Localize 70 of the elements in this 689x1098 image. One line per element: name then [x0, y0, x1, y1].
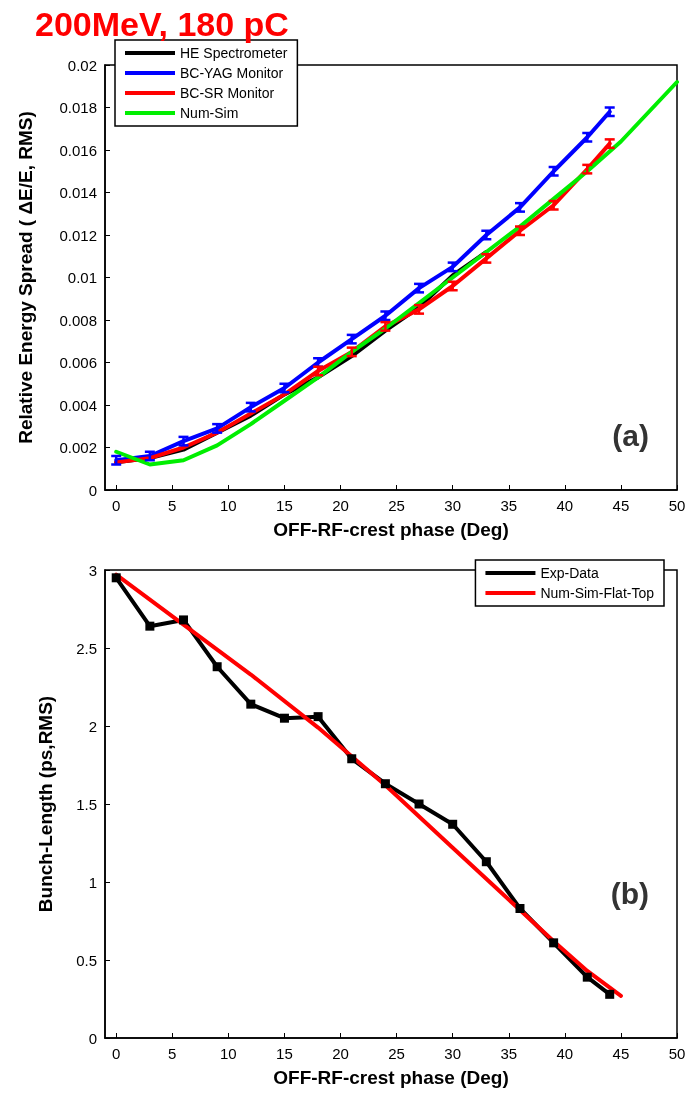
legend-label: HE Spectrometer — [180, 45, 288, 61]
y-tick-label: 3 — [88, 561, 97, 579]
x-tick-label: 15 — [276, 1045, 293, 1062]
annotation: (b) — [610, 876, 650, 910]
x-tick-label: 30 — [444, 1045, 462, 1062]
x-tick-label: 0 — [112, 497, 121, 514]
x-tick-label: 0 — [112, 1045, 121, 1062]
y-tick-label: 2 — [88, 717, 97, 735]
y-tick-label: 0.02 — [67, 56, 97, 74]
legend-label: Exp-Data — [540, 565, 600, 581]
point — [347, 754, 357, 764]
x-tick-label: 40 — [556, 497, 574, 514]
y-tick-label: 0.014 — [59, 184, 97, 201]
x-tick-label: 20 — [332, 1045, 349, 1062]
legend-label: BC-YAG Monitor — [180, 65, 284, 81]
point — [605, 989, 615, 999]
y-tick-label: 1.5 — [76, 795, 97, 813]
point — [313, 712, 323, 722]
x-tick-label: 15 — [276, 497, 293, 514]
x-tick-label: 5 — [168, 1045, 177, 1062]
point — [279, 713, 289, 723]
x-tick-label: 45 — [612, 1045, 630, 1062]
x-tick-label: 50 — [668, 1045, 686, 1062]
legend-label: BC-SR Monitor — [180, 85, 275, 101]
point — [481, 857, 491, 867]
point — [246, 699, 256, 709]
y-tick-label: 0.018 — [59, 99, 97, 116]
x-axis-title: OFF-RF-crest phase (Deg) — [273, 1067, 509, 1088]
point — [111, 573, 121, 583]
y-tick-label: 0.002 — [59, 439, 97, 456]
x-tick-label: 25 — [388, 1045, 405, 1062]
point — [145, 621, 155, 631]
point — [549, 938, 559, 948]
legend-label: Num-Sim — [180, 105, 239, 121]
y-axis-title: Bunch-Length (ps,RMS) — [35, 695, 56, 913]
y-tick-label: 0.01 — [67, 269, 97, 286]
x-tick-label: 50 — [668, 497, 686, 514]
x-tick-label: 30 — [444, 497, 462, 514]
y-tick-label: 0.006 — [59, 354, 97, 371]
point — [582, 972, 592, 982]
y-tick-label: 0 — [88, 1029, 97, 1047]
legend-label: Num-Sim-Flat-Top — [540, 585, 655, 601]
y-tick-label: 0.008 — [59, 311, 97, 329]
point — [212, 662, 222, 672]
x-tick-label: 35 — [500, 1045, 518, 1062]
x-tick-label: 10 — [220, 1045, 237, 1062]
x-tick-label: 45 — [612, 497, 630, 514]
x-tick-label: 10 — [220, 497, 237, 514]
y-tick-label: 0 — [88, 481, 97, 499]
line-series — [114, 80, 679, 467]
point — [380, 779, 390, 789]
y-axis-title: Relative Energy Spread ( ΔE/E, RMS) — [15, 111, 36, 444]
x-tick-label: 5 — [168, 497, 177, 514]
y-tick-label: 0.5 — [76, 951, 97, 969]
x-tick-label: 40 — [556, 1045, 574, 1062]
annotation: (a) — [612, 418, 650, 452]
y-tick-label: 0.016 — [59, 141, 97, 159]
y-tick-label: 2.5 — [76, 639, 97, 657]
point — [448, 819, 458, 829]
point — [179, 615, 189, 625]
point — [515, 904, 525, 914]
x-tick-label: 25 — [388, 497, 405, 514]
x-tick-label: 35 — [500, 497, 518, 514]
point — [414, 799, 424, 809]
x-tick-label: 20 — [332, 497, 349, 514]
y-tick-label: 0.004 — [59, 396, 97, 414]
x-axis-title: OFF-RF-crest phase (Deg) — [273, 519, 509, 540]
y-tick-label: 1 — [88, 873, 97, 891]
chart-title: 200MeV, 180 pC — [35, 5, 289, 43]
y-tick-label: 0.012 — [59, 226, 97, 244]
